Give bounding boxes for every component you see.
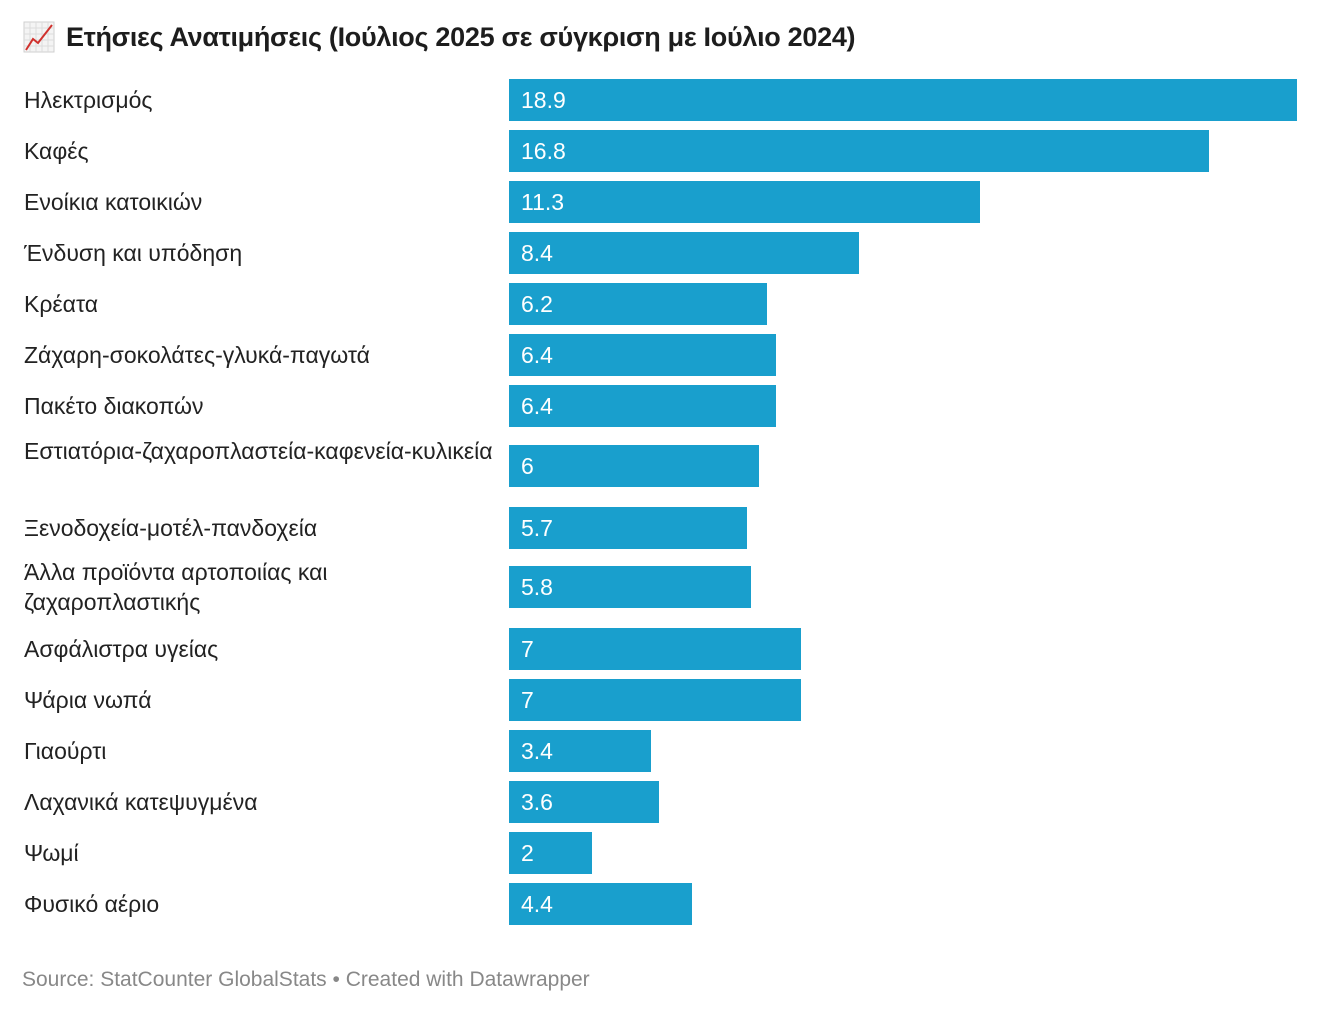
category-label: Φυσικό αέριο — [24, 891, 160, 917]
bar-value-label: 5.7 — [521, 515, 553, 541]
category-label: Εστιατόρια-ζαχαροπλαστεία-καφενεία-κυλικ… — [24, 438, 493, 464]
bar: 6.4 — [509, 334, 776, 376]
bar: 16.8 — [509, 130, 1209, 172]
category-label: Ασφάλιστρα υγείας — [24, 636, 219, 662]
bar: 5.7 — [509, 507, 747, 549]
bar: 7 — [509, 679, 801, 721]
bar: 6.4 — [509, 385, 776, 427]
chart-title-text: Ετήσιες Ανατιμήσεις (Ιούλιος 2025 σε σύγ… — [66, 21, 856, 52]
category-label: Κρέατα — [24, 291, 99, 317]
category-label: Γιαούρτι — [24, 738, 107, 764]
chart-title: Ετήσιες Ανατιμήσεις (Ιούλιος 2025 σε σύγ… — [22, 20, 856, 54]
bar-value-label: 6.2 — [521, 291, 553, 317]
category-label: Ένδυση και υπόδηση — [24, 240, 243, 266]
bar-value-label: 2 — [521, 840, 534, 866]
bar-value-label: 8.4 — [521, 240, 553, 266]
category-label: Ψωμί — [24, 840, 79, 866]
bar-value-label: 6.4 — [521, 342, 553, 368]
bar-value-label: 4.4 — [521, 891, 553, 917]
bar-value-label: 6.4 — [521, 393, 553, 419]
bar: 3.4 — [509, 730, 651, 772]
category-label: Άλλα προϊόντα αρτοποιίας και ζαχαροπλαστ… — [24, 559, 328, 615]
bar: 7 — [509, 628, 801, 670]
category-label: Λαχανικά κατεψυγμένα — [24, 789, 258, 815]
source-text: Source: StatCounter GlobalStats — [22, 968, 327, 991]
bar-value-label: 11.3 — [521, 189, 565, 215]
bar: 5.8 — [509, 566, 751, 608]
chart-footer: Source: StatCounter GlobalStats • Create… — [22, 968, 590, 992]
chart-increasing-icon — [22, 20, 56, 54]
bar-value-label: 7 — [521, 687, 534, 713]
category-label: Ενοίκια κατοικιών — [24, 189, 203, 215]
bar-value-label: 6 — [521, 453, 534, 479]
bar: 3.6 — [509, 781, 659, 823]
bar-value-label: 16.8 — [521, 138, 566, 164]
category-label: Πακέτο διακοπών — [24, 393, 204, 419]
bar: 18.9 — [509, 79, 1297, 121]
bar-value-label: 7 — [521, 636, 534, 662]
category-label: Ηλεκτρισμός — [24, 87, 153, 113]
bar-value-label: 3.4 — [521, 738, 553, 764]
bar-value-label: 3.6 — [521, 789, 553, 815]
category-label: Ζάχαρη-σοκολάτες-γλυκά-παγωτά — [24, 342, 370, 368]
footer-separator: • — [332, 968, 340, 991]
bar-value-label: 5.8 — [521, 574, 553, 600]
bar: 11.3 — [509, 181, 980, 223]
bar: 6 — [509, 445, 759, 487]
bar: 4.4 — [509, 883, 692, 925]
bar: 8.4 — [509, 232, 859, 274]
category-label: Ψάρια νωπά — [24, 687, 152, 713]
category-label: Καφές — [24, 138, 89, 164]
category-label: Ξενοδοχεία-μοτέλ-πανδοχεία — [24, 515, 318, 541]
bar-value-label: 18.9 — [521, 87, 566, 113]
bar: 2 — [509, 832, 592, 874]
bar: 6.2 — [509, 283, 767, 325]
credit-text: Created with Datawrapper — [345, 968, 590, 991]
